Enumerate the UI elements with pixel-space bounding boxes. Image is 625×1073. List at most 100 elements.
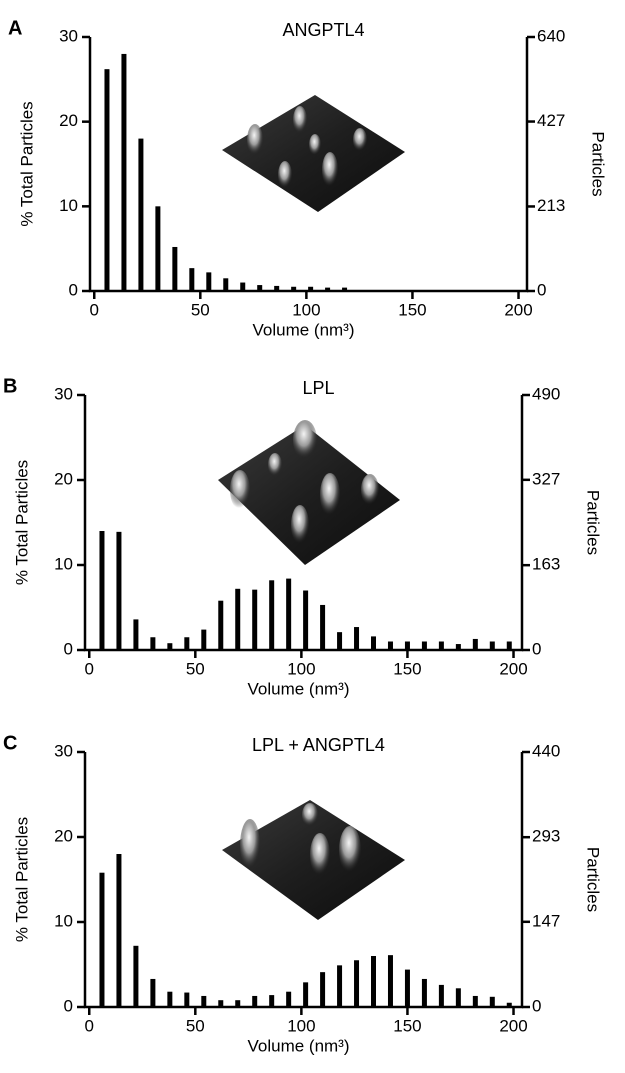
y2-tick-label: 0 — [532, 639, 541, 658]
x-tick-label: 50 — [186, 1016, 205, 1035]
x-tick-label: 150 — [398, 300, 426, 319]
bar — [155, 206, 160, 291]
bar — [320, 972, 325, 1007]
y-axis-label: % Total Particles — [17, 101, 36, 226]
y2-tick-label: 0 — [532, 996, 541, 1015]
bar — [172, 247, 177, 291]
bar — [201, 996, 206, 1007]
bar — [354, 960, 359, 1007]
bar — [184, 993, 189, 1007]
y-tick-label: 20 — [54, 826, 73, 845]
x-axis-label: Volume (nm³) — [247, 1036, 349, 1055]
bar — [439, 985, 444, 1007]
bar — [337, 632, 342, 650]
bar — [133, 946, 138, 1007]
bar — [269, 995, 274, 1007]
bar — [274, 286, 279, 291]
y-tick-label: 10 — [59, 196, 78, 215]
x-tick-label: 100 — [287, 659, 315, 678]
y-tick-label: 0 — [64, 639, 73, 658]
y-axis-label: % Total Particles — [12, 817, 31, 942]
panel-label: C — [3, 732, 17, 754]
bar — [405, 970, 410, 1007]
bar — [422, 642, 427, 651]
x-tick-label: 150 — [393, 1016, 421, 1035]
bar — [116, 532, 121, 650]
bar — [184, 637, 189, 650]
bar — [303, 982, 308, 1007]
bar — [257, 285, 262, 291]
bar — [405, 642, 410, 651]
bar — [286, 579, 291, 650]
bar — [291, 287, 296, 291]
bar — [167, 643, 172, 650]
x-tick-label: 200 — [499, 659, 527, 678]
x-tick-label: 0 — [85, 1016, 94, 1035]
bar — [99, 531, 104, 650]
bar — [99, 873, 104, 1007]
x-tick-label: 100 — [292, 300, 320, 319]
bar — [308, 287, 313, 291]
bar — [252, 996, 257, 1007]
bar — [325, 288, 330, 291]
y-tick-label: 0 — [64, 996, 73, 1015]
bar — [342, 288, 347, 291]
x-tick-label: 0 — [85, 659, 94, 678]
x-axis-label: Volume (nm³) — [247, 679, 349, 698]
chart-title: ANGPTL4 — [282, 20, 364, 40]
y2-tick-label: 640 — [537, 26, 565, 45]
chart-title: LPL + ANGPTL4 — [252, 735, 385, 755]
bar — [473, 639, 478, 650]
y2-tick-label: 213 — [537, 196, 565, 215]
x-tick-label: 200 — [499, 1016, 527, 1035]
bar — [235, 589, 240, 650]
x-axis-label: Volume (nm³) — [252, 320, 354, 339]
afm-image — [222, 800, 405, 920]
afm-image — [222, 95, 405, 212]
bar — [269, 580, 274, 650]
y2-axis-label: Particles — [584, 490, 603, 555]
x-tick-label: 50 — [191, 300, 210, 319]
page: AANGPTL401020300213427640050100150200Vol… — [0, 0, 625, 1073]
bar — [371, 956, 376, 1007]
y2-tick-label: 293 — [532, 827, 560, 846]
y2-tick-label: 490 — [532, 384, 560, 403]
bar — [104, 69, 109, 291]
x-tick-label: 0 — [90, 300, 99, 319]
y-axis-label: % Total Particles — [12, 460, 31, 585]
bar — [252, 590, 257, 650]
panel-label: A — [8, 17, 22, 39]
bar — [456, 988, 461, 1007]
bar — [138, 139, 143, 291]
bar — [116, 854, 121, 1007]
x-tick-label: 200 — [504, 300, 532, 319]
chart-title: LPL — [302, 378, 334, 398]
bar — [286, 992, 291, 1007]
y2-tick-label: 147 — [532, 911, 560, 930]
bar — [354, 627, 359, 650]
figure: AANGPTL401020300213427640050100150200Vol… — [0, 0, 625, 1073]
y-tick-label: 30 — [54, 741, 73, 760]
bar — [189, 268, 194, 291]
bar — [218, 1000, 223, 1007]
bar — [150, 637, 155, 650]
panel-label: B — [3, 375, 17, 397]
bar — [167, 992, 172, 1007]
y2-tick-label: 0 — [537, 280, 546, 299]
y-tick-label: 10 — [54, 911, 73, 930]
bar — [133, 619, 138, 650]
bar — [439, 642, 444, 651]
bar — [507, 642, 512, 651]
afm-image — [218, 420, 400, 565]
bar — [490, 642, 495, 651]
y2-tick-label: 163 — [532, 555, 560, 574]
bar — [337, 965, 342, 1007]
bar — [223, 278, 228, 291]
bar — [206, 272, 211, 291]
y2-tick-label: 427 — [537, 111, 565, 130]
y-tick-label: 20 — [59, 111, 78, 130]
bar — [240, 283, 245, 291]
bar — [150, 979, 155, 1007]
y2-axis-label: Particles — [589, 131, 608, 196]
bar — [303, 591, 308, 651]
